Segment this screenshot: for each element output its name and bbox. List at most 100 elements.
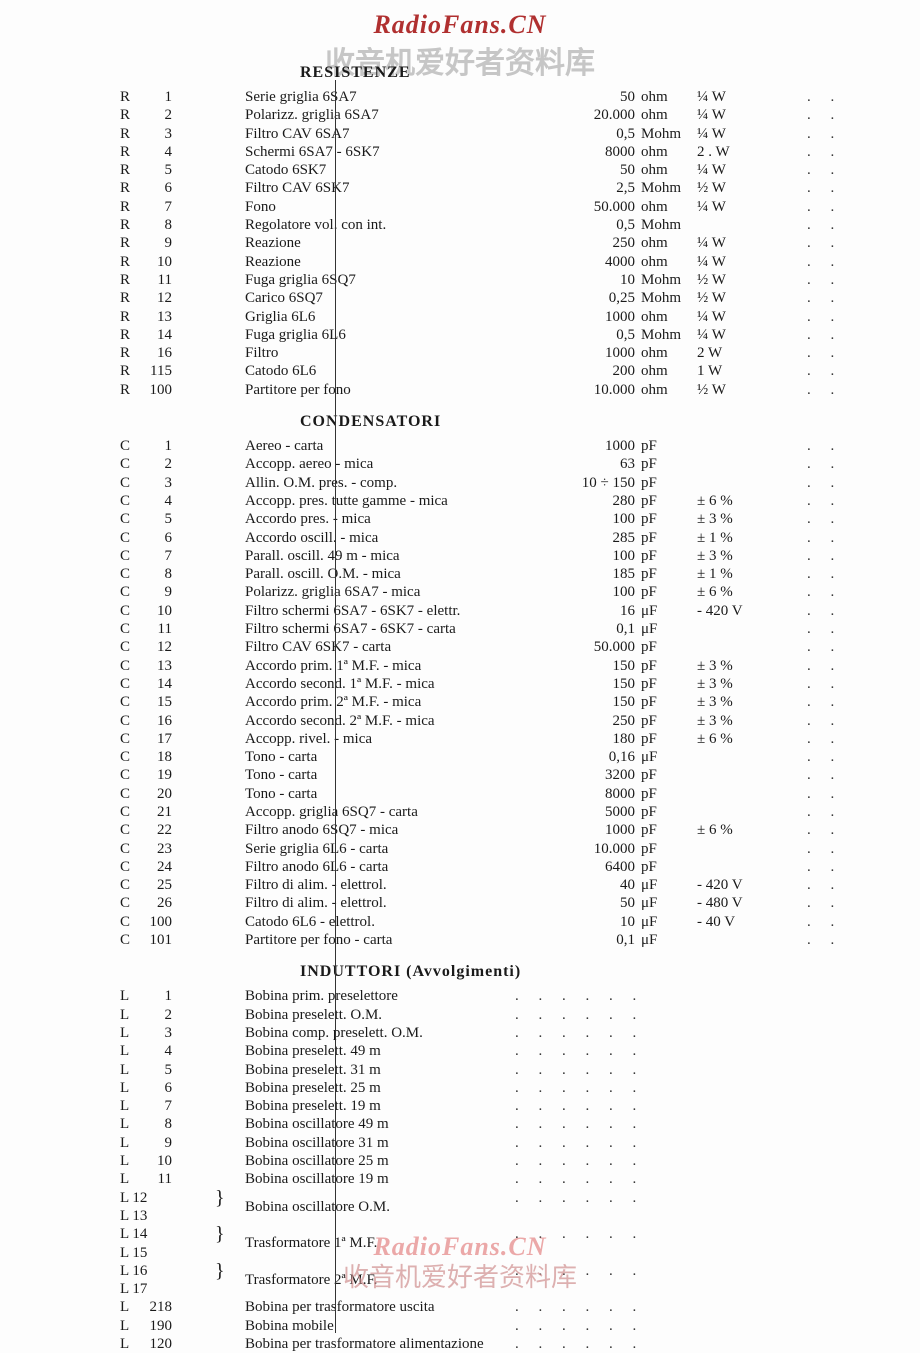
leader-dots: . . . . . . — [797, 821, 840, 839]
ref-letter: C — [120, 657, 142, 675]
component-value: 150 — [535, 657, 635, 675]
component-value: 150 — [535, 675, 635, 693]
capacitor-row: C21 Accopp. griglia 6SQ7 - carta 5000 pF… — [120, 803, 840, 821]
component-description: Bobina preselett. O.M. — [215, 1006, 505, 1024]
component-value: 0,5 — [535, 326, 635, 344]
component-value: 10 — [535, 271, 635, 289]
ref-number: 9 — [142, 1134, 172, 1152]
ref-number: 6 — [142, 529, 172, 547]
component-description: Fuga griglia 6L6 — [215, 326, 535, 344]
brace-icon: } — [215, 1189, 235, 1226]
component-value: 0,1 — [535, 931, 635, 949]
ref-letter: R — [120, 198, 142, 216]
ref-number: 4 — [142, 143, 172, 161]
leader-dots: . . . . . . — [797, 510, 840, 528]
leader-dots: . . . . . . — [505, 1298, 840, 1316]
leader-dots: . . . . . . — [797, 326, 840, 344]
component-tolerance — [691, 803, 797, 821]
ref-number: 13 — [142, 308, 172, 326]
component-value: 0,1 — [535, 620, 635, 638]
leader-dots: . . . . . . — [797, 894, 840, 912]
component-description: Bobina oscillatore 31 m — [215, 1134, 505, 1152]
component-value: 1000 — [535, 344, 635, 362]
inductor-row: L3 Bobina comp. preselett. O.M. . . . . … — [120, 1024, 840, 1042]
component-value: 0,16 — [535, 748, 635, 766]
capacitor-row: C19 Tono - carta 3200 pF . . . . . . — [120, 766, 840, 784]
component-unit: ohm — [635, 308, 691, 326]
ref-letter: R — [120, 179, 142, 197]
inductor-row: L2 Bobina preselett. O.M. . . . . . . — [120, 1006, 840, 1024]
leader-dots: . . . . . . — [505, 1152, 840, 1170]
component-unit: ohm — [635, 88, 691, 106]
ref-number: 3 — [142, 1024, 172, 1042]
component-tolerance: ± 3 % — [691, 657, 797, 675]
ref-number: 23 — [142, 840, 172, 858]
ref-letter: L — [120, 987, 142, 1005]
component-power: ½ W — [691, 289, 797, 307]
component-value: 0,25 — [535, 289, 635, 307]
leader-dots: . . . . . . — [797, 161, 840, 179]
component-unit: pF — [635, 785, 691, 803]
component-value: 50.000 — [535, 198, 635, 216]
leader-dots: . . . . . . — [797, 547, 840, 565]
ref-number: 18 — [142, 748, 172, 766]
ref-letter: R — [120, 234, 142, 252]
component-description: Catodo 6L6 - elettrol. — [215, 913, 535, 931]
ref-number: 10 — [142, 253, 172, 271]
resistors-heading: RESISTENZE — [300, 64, 840, 82]
ref-number: 17 — [142, 730, 172, 748]
capacitor-row: C18 Tono - carta 0,16 μF . . . . . . — [120, 748, 840, 766]
component-unit: pF — [635, 565, 691, 583]
component-tolerance: ± 6 % — [691, 492, 797, 510]
component-unit: pF — [635, 821, 691, 839]
ref-letter: R — [120, 381, 142, 399]
capacitor-row: C1 Aereo - carta 1000 pF . . . . . . — [120, 437, 840, 455]
component-description: Accordo second. 2ª M.F. - mica — [215, 712, 535, 730]
component-description: Filtro di alim. - elettrol. — [215, 876, 535, 894]
component-unit: ohm — [635, 161, 691, 179]
component-value: 50 — [535, 161, 635, 179]
vertical-rule — [335, 80, 336, 1333]
capacitor-row: C2 Accopp. aereo - mica 63 pF . . . . . … — [120, 455, 840, 473]
component-description: Bobina preselett. 49 m — [215, 1042, 505, 1060]
component-value: 63 — [535, 455, 635, 473]
component-unit: pF — [635, 693, 691, 711]
component-tolerance: ± 1 % — [691, 565, 797, 583]
component-value: 10 — [535, 913, 635, 931]
resistor-row: R3 Filtro CAV 6SA7 0,5 Mohm ¼ W . . . . … — [120, 125, 840, 143]
ref-number: 3 — [142, 125, 172, 143]
ref-letter: L — [120, 1042, 142, 1060]
component-value: 8000 — [535, 143, 635, 161]
ref-number: 7 — [142, 198, 172, 216]
ref-letter: C — [120, 455, 142, 473]
capacitor-row: C23 Serie griglia 6L6 - carta 10.000 pF … — [120, 840, 840, 858]
leader-dots: . . . . . . — [797, 748, 840, 766]
ref-letter: L — [120, 1134, 142, 1152]
resistor-row: R1 Serie griglia 6SA7 50 ohm ¼ W . . . .… — [120, 88, 840, 106]
component-power: 2 . W — [691, 143, 797, 161]
ref-number: 24 — [142, 858, 172, 876]
component-unit: μF — [635, 748, 691, 766]
ref-number: 120 — [142, 1335, 172, 1353]
resistor-row: R4 Schermi 6SA7 - 6SK7 8000 ohm 2 . W . … — [120, 143, 840, 161]
component-power: ¼ W — [691, 234, 797, 252]
component-description: Filtro anodo 6L6 - carta — [215, 858, 535, 876]
resistor-row: R14 Fuga griglia 6L6 0,5 Mohm ¼ W . . . … — [120, 326, 840, 344]
ref-number: 14 — [142, 675, 172, 693]
component-unit: μF — [635, 876, 691, 894]
leader-dots: . . . . . . — [505, 1061, 840, 1079]
inductor-row: L4 Bobina preselett. 49 m . . . . . . — [120, 1042, 840, 1060]
component-tolerance — [691, 858, 797, 876]
ref-letter: R — [120, 326, 142, 344]
resistor-row: R7 Fono 50.000 ohm ¼ W . . . . . . — [120, 198, 840, 216]
ref-letter: L — [120, 1006, 142, 1024]
leader-dots: . . . . . . — [797, 583, 840, 601]
ref-letter: R — [120, 216, 142, 234]
component-value: 100 — [535, 583, 635, 601]
component-unit: Mohm — [635, 179, 691, 197]
component-description: Carico 6SQ7 — [215, 289, 535, 307]
component-unit: pF — [635, 675, 691, 693]
capacitor-row: C17 Accopp. rivel. - mica 180 pF ± 6 % .… — [120, 730, 840, 748]
resistor-row: R8 Regolatore vol. con int. 0,5 Mohm . .… — [120, 216, 840, 234]
ref-number: 6 — [142, 179, 172, 197]
